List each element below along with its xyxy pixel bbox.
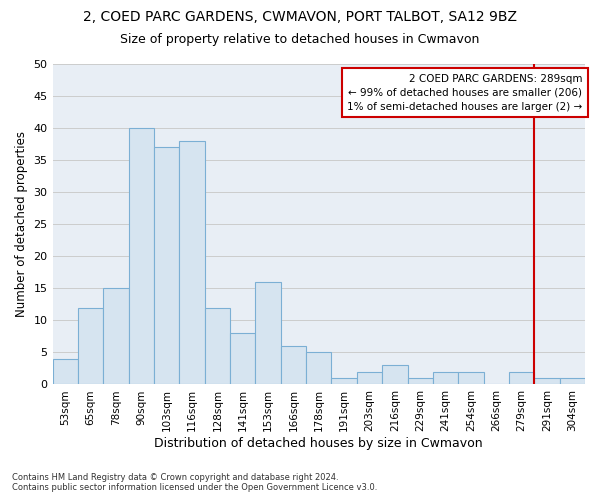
Bar — [509, 372, 534, 384]
Bar — [103, 288, 128, 384]
Bar — [78, 308, 103, 384]
Bar — [154, 148, 179, 384]
Bar — [407, 378, 433, 384]
Bar — [281, 346, 306, 385]
Text: 2, COED PARC GARDENS, CWMAVON, PORT TALBOT, SA12 9BZ: 2, COED PARC GARDENS, CWMAVON, PORT TALB… — [83, 10, 517, 24]
X-axis label: Distribution of detached houses by size in Cwmavon: Distribution of detached houses by size … — [154, 437, 483, 450]
Text: Size of property relative to detached houses in Cwmavon: Size of property relative to detached ho… — [121, 32, 479, 46]
Bar — [458, 372, 484, 384]
Text: 2 COED PARC GARDENS: 289sqm
← 99% of detached houses are smaller (206)
1% of sem: 2 COED PARC GARDENS: 289sqm ← 99% of det… — [347, 74, 583, 112]
Bar — [205, 308, 230, 384]
Bar — [230, 333, 256, 384]
Bar — [306, 352, 331, 384]
Text: Contains HM Land Registry data © Crown copyright and database right 2024.
Contai: Contains HM Land Registry data © Crown c… — [12, 473, 377, 492]
Bar — [560, 378, 585, 384]
Bar — [382, 365, 407, 384]
Bar — [331, 378, 357, 384]
Bar — [256, 282, 281, 384]
Bar — [128, 128, 154, 384]
Bar — [357, 372, 382, 384]
Bar — [53, 359, 78, 384]
Bar — [534, 378, 560, 384]
Bar — [433, 372, 458, 384]
Bar — [179, 141, 205, 384]
Y-axis label: Number of detached properties: Number of detached properties — [15, 131, 28, 317]
